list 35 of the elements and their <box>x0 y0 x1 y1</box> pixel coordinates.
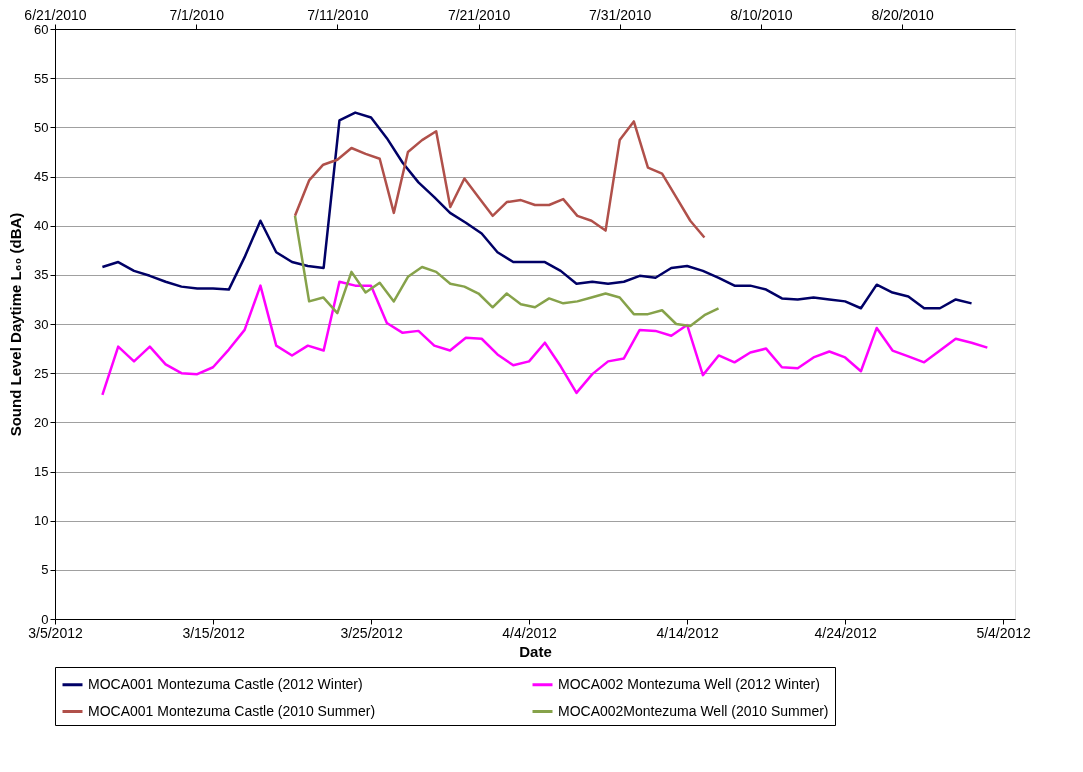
x-tick-label: 4/24/2012 <box>814 624 877 641</box>
x2-tick-label: 7/1/2010 <box>169 6 225 23</box>
x-tick-label: 3/5/2012 <box>28 624 83 641</box>
y-tick-label: 60 <box>34 21 49 37</box>
legend-label: MOCA001 Montezuma Castle (2010 Summer) <box>88 702 376 719</box>
x-tick-label: 4/14/2012 <box>656 624 719 641</box>
line-series <box>101 280 989 397</box>
y-tick-label: 40 <box>34 218 49 234</box>
x-tick-label: 5/4/2012 <box>976 624 1032 641</box>
y-tick-label: 30 <box>34 316 49 332</box>
x-tick-label: 3/25/2012 <box>340 624 403 641</box>
x-axis-title: Date <box>519 642 552 660</box>
y-tick-label: 55 <box>34 70 49 86</box>
legend-label: MOCA002Montezuma Well (2010 Summer) <box>558 702 829 719</box>
line-series <box>101 111 973 310</box>
legend-label: MOCA001 Montezuma Castle (2012 Winter) <box>88 675 363 692</box>
x2-tick-label: 8/10/2010 <box>730 6 793 23</box>
y-tick-label: 0 <box>41 611 49 627</box>
y-tick-label: 10 <box>34 513 49 529</box>
y-tick-label: 15 <box>34 464 49 479</box>
x2-tick-label: 7/11/2010 <box>307 6 369 23</box>
y-tick-label: 35 <box>34 267 49 283</box>
y-tick-label: 20 <box>34 414 49 430</box>
y-tick-label: 25 <box>34 365 49 381</box>
x2-tick-label: 8/20/2010 <box>871 6 934 23</box>
x-tick-label: 3/15/2012 <box>182 624 245 641</box>
x-tick-label: 4/4/2012 <box>502 624 558 641</box>
x2-tick-label: 7/31/2010 <box>589 6 652 23</box>
y-tick-label: 5 <box>41 562 49 578</box>
y-tick-label: 45 <box>34 169 49 184</box>
x2-tick-label: 6/21/2010 <box>24 6 87 23</box>
x2-tick-label: 7/21/2010 <box>447 6 511 23</box>
y-axis-title: Sound Level Daytime L₆₀ (dBA) <box>7 212 25 437</box>
y-tick-label: 50 <box>34 119 49 135</box>
legend-label: MOCA002 Montezuma Well (2012 Winter) <box>558 675 820 692</box>
